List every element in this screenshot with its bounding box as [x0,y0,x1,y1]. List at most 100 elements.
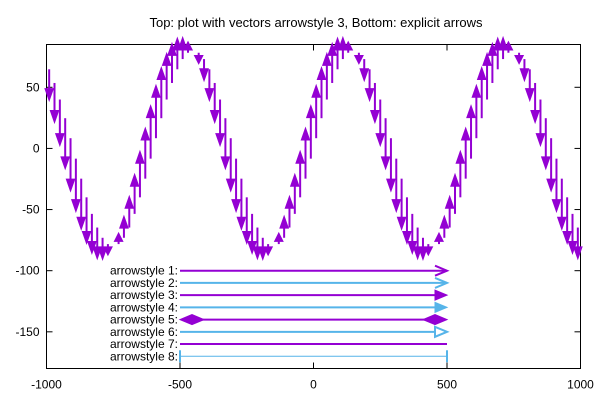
vector-head [311,83,322,98]
x-tick-label: 1000 [567,378,594,392]
vector-head [359,68,370,83]
y-tick-label: -100 [15,264,39,278]
vector-head [151,83,161,98]
vector-head [423,246,434,257]
y-tick-label: -50 [22,203,40,217]
arrow-row: arrowstyle 6: [110,325,450,339]
vector-head [140,126,151,141]
explicit-arrows: arrowstyle 1:arrowstyle 2:arrowstyle 3:a… [110,264,450,363]
vector-head [113,231,124,242]
vector-head [471,83,482,98]
vector-head [466,104,476,119]
vector-head [556,216,567,231]
vector-head [455,149,466,164]
x-tick-label: -500 [168,378,192,392]
vector-head [353,55,364,65]
arrow-head-start [178,314,206,326]
vector-head [300,126,311,141]
vector-head [572,246,583,261]
arrow-head-end [421,314,449,326]
vector-head [450,172,460,187]
vector-head [439,214,450,229]
vector-head [279,214,290,229]
arrow-row: arrowstyle 8: [110,349,448,363]
x-tick-label: 500 [437,378,457,392]
vector-head [546,178,557,193]
vector-head [386,178,396,193]
vector-head [182,40,194,51]
arrow-label: arrowstyle 3: [110,288,178,302]
vector-head [380,156,391,171]
arrow-head [434,276,450,289]
sine-vector-series [44,35,583,261]
vector-head [263,246,274,257]
vector-head [337,35,348,50]
vector-head [519,68,530,83]
arrow-label: arrowstyle 2: [110,276,178,290]
vector-head [236,216,247,231]
arrow-head [434,325,450,339]
arrow-head [434,289,449,301]
vector-head [305,104,316,119]
vector-head [460,126,471,141]
vector-head [193,55,204,65]
arrow-label: arrowstyle 1: [110,264,178,278]
vector-head [364,88,375,103]
vector-head [476,66,487,81]
arrow-row: arrowstyle 7: [110,337,447,351]
arrow-row: arrowstyle 2: [110,276,450,290]
vector-head [482,51,492,66]
arrow-label: arrowstyle 5: [110,313,178,327]
vector-head [321,51,332,66]
x-tick-label: -1000 [31,378,62,392]
vector-head [161,51,172,66]
vector-head [102,246,113,257]
vector-head [370,110,380,125]
vector-head [177,35,188,50]
vector-head [129,172,140,187]
vector-head [145,104,156,119]
arrow-row: arrowstyle 5: [110,313,449,327]
arrow-label: arrowstyle 6: [110,325,178,339]
vector-head [498,35,508,50]
vector-head [524,88,535,103]
vector-head [514,55,525,65]
vector-head [540,156,551,171]
vector-head [76,216,87,231]
vector-head [156,66,167,81]
arrow-label: arrowstyle 4: [110,300,178,314]
arrow-label: arrowstyle 8: [110,349,178,363]
vector-head [65,178,76,193]
vector-head [241,230,252,245]
vector-head [124,194,135,209]
vector-head [70,199,81,214]
vector-head [343,40,354,51]
vector-head [204,88,215,103]
vector-head [231,199,241,214]
vector-head [215,133,225,148]
chart-title: Top: plot with vectors arrowstyle 3, Bot… [149,15,483,30]
vector-head [289,172,300,187]
vector-head [119,214,129,229]
y-tick-label: 0 [33,141,40,155]
vector-head [316,66,327,81]
vector-head [97,246,108,261]
vector-head [135,149,145,164]
vector-head [209,110,220,125]
x-tick-label: 0 [310,378,317,392]
vector-head [295,149,306,164]
vector-head [199,68,209,83]
y-tick-label: 50 [26,80,40,94]
vector-head [273,231,284,242]
y-tick-label: -150 [15,325,39,339]
vector-head [530,110,541,125]
vector-head [257,246,268,261]
arrow-head [434,264,450,277]
vector-head [503,40,514,51]
vector-head [225,178,236,193]
arrow-row: arrowstyle 4: [110,300,449,314]
vector-head [444,194,455,209]
arrow-row: arrowstyle 3: [110,288,449,302]
vector-head [535,133,546,148]
